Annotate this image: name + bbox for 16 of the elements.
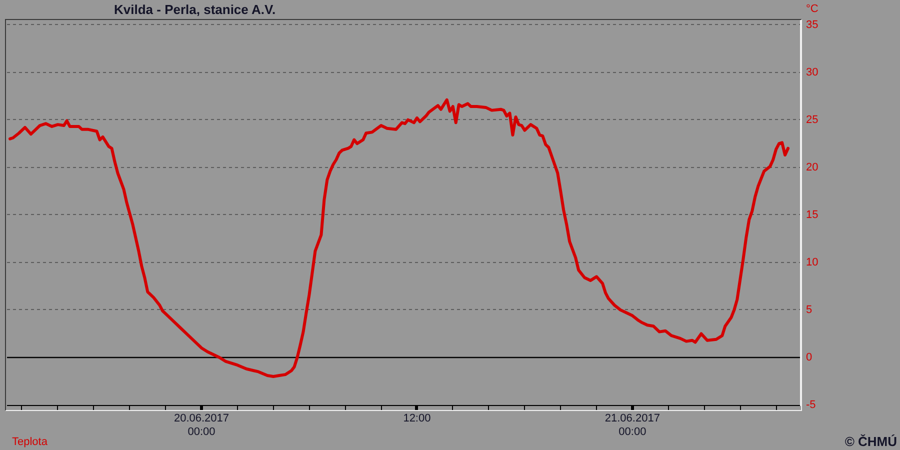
x-tick-label: 21.06.2017 00:00 [604,412,660,438]
x-tick-label: 12:00 [403,412,431,425]
y-tick-label: 35 [806,18,818,31]
chart-title: Kvilda - Perla, stanice A.V. [114,2,276,17]
y-tick-label: 25 [806,114,818,126]
y-tick-label: 10 [806,256,818,268]
x-tick-label: 20.06.2017 00:00 [174,412,230,438]
y-tick-label: 30 [806,66,818,78]
text: © ČHMÚ [844,434,897,449]
y-tick-label: 15 [806,208,818,221]
y-tick-label: 20 [806,161,818,174]
text: Teplota [12,436,48,448]
y-tick-label: -5 [806,399,816,412]
y-tick-label: 5 [806,304,812,316]
y-tick-label: 0 [806,352,812,364]
y-axis-title: °C [806,3,818,15]
